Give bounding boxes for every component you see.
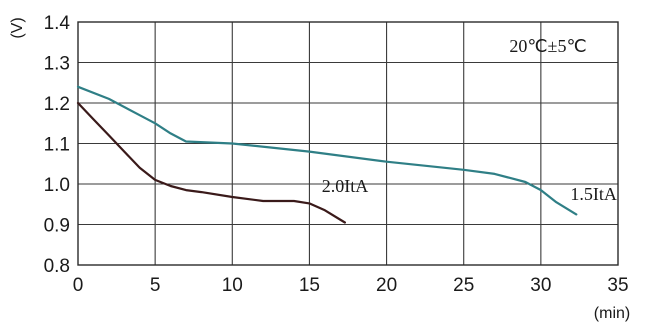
x-tick-label: 25	[453, 275, 474, 296]
x-tick-label: 0	[73, 275, 84, 296]
series-label-2-0: 2.0ItA	[322, 176, 369, 196]
grid-layer	[77, 21, 619, 266]
y-tick-label: 0.8	[44, 256, 70, 277]
y-tick-label: 1.3	[44, 54, 70, 75]
x-tick-label: 5	[150, 275, 161, 296]
x-tick-label: 35	[607, 275, 628, 296]
series-label-1-5: 1.5ItA	[570, 184, 617, 204]
plot-frame	[77, 21, 619, 266]
y-tick-label: 1.1	[44, 135, 70, 156]
y-tick-label: 1.4	[44, 13, 71, 34]
y-tick-label: 0.9	[44, 216, 70, 237]
series-line	[76, 85, 578, 216]
y-tick-label: 1.0	[44, 175, 70, 196]
y-axis-unit: (V)	[9, 17, 26, 38]
x-axis-unit: (min)	[594, 305, 630, 322]
label-layer: 0 5 10 15 20 25 30 35 0.8 0.9 1.0 1.1 1.2 1.3 1.4 (V) (m…	[9, 13, 630, 322]
x-tick-label: 20	[376, 275, 397, 296]
temperature-annotation: 20℃±5℃	[509, 36, 586, 56]
series-layer	[76, 85, 578, 224]
x-tick-label: 10	[222, 275, 243, 296]
y-tick-label: 1.2	[44, 94, 70, 115]
series-line	[76, 101, 346, 224]
x-tick-label: 30	[530, 275, 551, 296]
x-tick-label: 15	[299, 275, 320, 296]
